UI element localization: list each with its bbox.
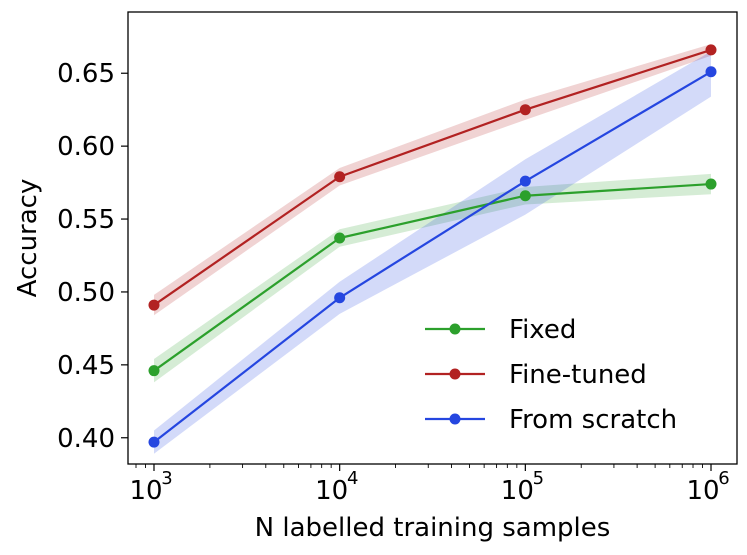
point-fine-tuned (148, 299, 160, 311)
band-fine-tuned (153, 44, 712, 316)
line-from-scratch (153, 70, 712, 443)
legend-label: Fixed (509, 315, 576, 345)
x-tick-label: 10 (315, 476, 348, 506)
x-tick-exponent: 4 (347, 468, 358, 489)
point-fixed (148, 365, 160, 377)
x-tick-label: 10 (501, 476, 534, 506)
legend-label: Fine-tuned (509, 360, 647, 390)
point-fixed (705, 178, 717, 190)
y-tick-label: 0.60 (57, 132, 115, 162)
point-fixed (334, 232, 346, 244)
x-tick-label: 10 (686, 476, 719, 506)
band-fixed (153, 173, 712, 383)
x-axis-ticks: 103 104 105 106 (129, 464, 730, 506)
line-fixed (153, 182, 712, 372)
y-tick-label: 0.45 (57, 351, 115, 381)
band-from-scratch (153, 51, 712, 454)
x-axis-label: N labelled training samples (255, 513, 611, 543)
line-fine-tuned (153, 48, 712, 306)
y-tick-label: 0.65 (57, 59, 115, 89)
point-fixed (519, 190, 531, 202)
legend-marker (449, 368, 461, 380)
point-from-scratch (705, 66, 717, 78)
point-fine-tuned (334, 171, 346, 183)
x-tick-label: 10 (129, 476, 162, 506)
y-tick-label: 0.55 (57, 205, 115, 235)
confidence-bands (153, 44, 712, 454)
y-axis-label: Accuracy (13, 179, 43, 298)
x-tick-exponent: 3 (161, 468, 172, 489)
point-from-scratch (334, 292, 346, 304)
series-lines (153, 48, 712, 443)
plot-frame (127, 11, 738, 465)
point-from-scratch (519, 175, 531, 187)
legend-label: From scratch (509, 405, 677, 435)
y-tick-label: 0.40 (57, 424, 115, 454)
x-tick-exponent: 6 (718, 468, 729, 489)
series-points (148, 44, 717, 448)
point-fine-tuned (519, 104, 531, 116)
point-fine-tuned (705, 44, 717, 56)
y-tick-label: 0.50 (57, 278, 115, 308)
y-axis-ticks: 0.40 0.45 0.50 0.55 0.60 0.65 (57, 59, 128, 454)
point-from-scratch (148, 436, 160, 448)
legend-marker (449, 413, 461, 425)
x-tick-exponent: 5 (533, 468, 544, 489)
legend: Fixed Fine-tuned From scratch (425, 315, 677, 435)
legend-marker (449, 323, 461, 335)
